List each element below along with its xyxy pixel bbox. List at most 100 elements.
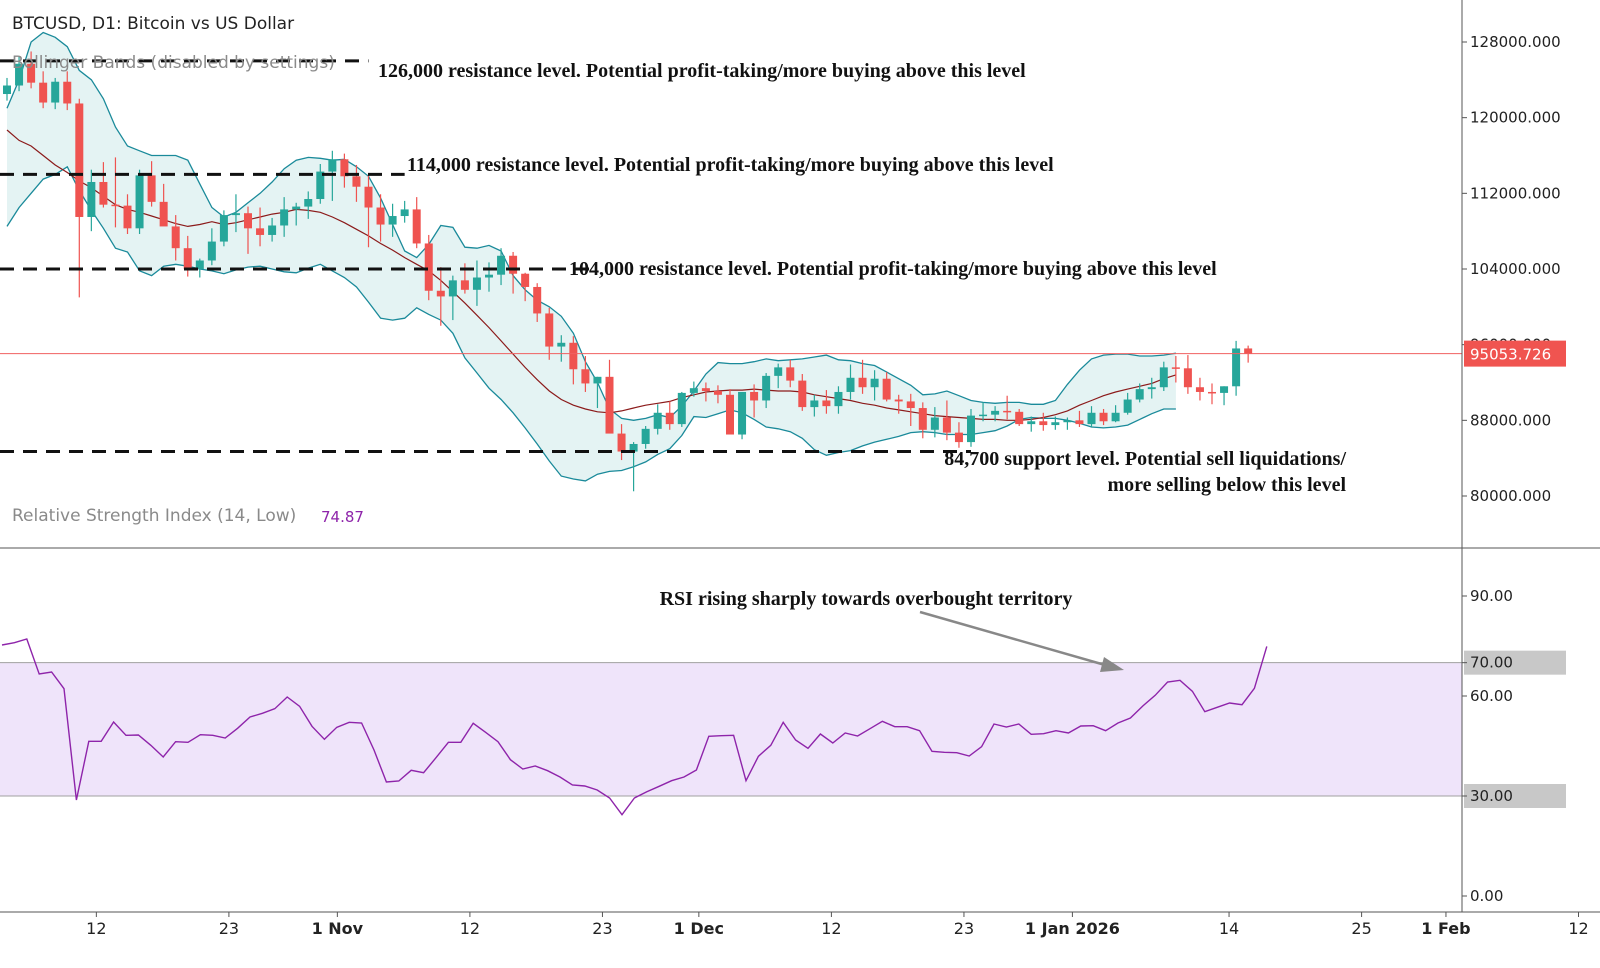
candle-body[interactable] [27, 63, 36, 83]
candle-body[interactable] [1063, 420, 1072, 423]
candle-body[interactable] [256, 228, 265, 235]
candle-body[interactable] [617, 433, 626, 452]
candle-body[interactable] [750, 391, 759, 401]
candle-body[interactable] [1159, 367, 1168, 388]
candle-body[interactable] [111, 204, 120, 207]
rsi-legend-label[interactable]: Relative Strength Index (14, Low) [12, 506, 297, 526]
candle-body[interactable] [1003, 410, 1012, 413]
candle-body[interactable] [798, 380, 807, 408]
candle-body[interactable] [135, 175, 144, 229]
candle-body[interactable] [3, 85, 11, 95]
candle-body[interactable] [726, 394, 734, 435]
candle-body[interactable] [1039, 421, 1048, 426]
candle-body[interactable] [207, 241, 216, 261]
candle-body[interactable] [1208, 391, 1216, 394]
candle-body[interactable] [533, 286, 542, 314]
candle-body[interactable] [364, 186, 373, 208]
candle-body[interactable] [521, 273, 530, 287]
candle-body[interactable] [340, 159, 349, 177]
candle-body[interactable] [991, 410, 1000, 415]
candle-body[interactable] [774, 367, 783, 376]
candle-body[interactable] [219, 215, 228, 242]
candle-body[interactable] [641, 428, 650, 444]
candle-body[interactable] [942, 417, 951, 433]
candle-body[interactable] [1195, 387, 1204, 392]
candle-body[interactable] [497, 255, 506, 275]
candle-body[interactable] [1075, 420, 1084, 425]
candle-body[interactable] [15, 63, 24, 86]
candle-body[interactable] [352, 176, 361, 187]
candle-body[interactable] [605, 376, 614, 434]
candle-body[interactable] [665, 412, 674, 425]
candle-body[interactable] [557, 342, 566, 347]
rsi-pane[interactable]: RSI rising sharply towards overbought te… [0, 588, 1462, 816]
candle-body[interactable] [51, 81, 60, 103]
candle-body[interactable] [376, 207, 385, 225]
candle-body[interactable] [1099, 412, 1108, 422]
candle-body[interactable] [834, 391, 843, 407]
bollinger-legend-label[interactable]: Bollinger Bands (disabled by settings) [12, 53, 335, 73]
candle-body[interactable] [280, 209, 289, 226]
candle-body[interactable] [424, 243, 433, 291]
candle-body[interactable] [123, 205, 132, 229]
candle-body[interactable] [653, 412, 662, 429]
candle-body[interactable] [1015, 411, 1024, 425]
candle-body[interactable] [195, 260, 204, 269]
candle-body[interactable] [569, 342, 578, 370]
candle-body[interactable] [448, 280, 457, 297]
candle-body[interactable] [894, 399, 903, 402]
candle-body[interactable] [1087, 412, 1096, 425]
candle-body[interactable] [1051, 422, 1060, 426]
candle-body[interactable] [509, 255, 518, 274]
candle-body[interactable] [159, 201, 168, 227]
candle-body[interactable] [882, 378, 891, 400]
candle-body[interactable] [954, 432, 963, 443]
candle-body[interactable] [1111, 412, 1120, 422]
candle-body[interactable] [713, 391, 722, 395]
candle-body[interactable] [786, 367, 795, 381]
candle-body[interactable] [460, 280, 469, 290]
candle-body[interactable] [1171, 367, 1180, 369]
candle-body[interactable] [183, 248, 192, 269]
candle-body[interactable] [870, 378, 879, 388]
candle-body[interactable] [1183, 368, 1192, 388]
candle-body[interactable] [629, 443, 638, 452]
candle-body[interactable] [1123, 399, 1132, 413]
candle-body[interactable] [762, 375, 771, 401]
candle-body[interactable] [63, 81, 72, 104]
price-axis[interactable]: 128000.000 120000.000 112000.000 104000.000… [0, 0, 1600, 913]
candle-body[interactable] [388, 216, 397, 225]
candle-body[interactable] [292, 206, 301, 210]
candle-body[interactable] [846, 377, 855, 392]
candle-body[interactable] [545, 313, 554, 347]
candle-body[interactable] [485, 274, 493, 278]
candle-body[interactable] [822, 400, 831, 407]
candle-body[interactable] [436, 290, 445, 297]
candle-body[interactable] [412, 209, 421, 244]
candle-body[interactable] [738, 391, 747, 435]
candle-body[interactable] [316, 171, 325, 200]
candle-body[interactable] [967, 415, 975, 443]
candle-body[interactable] [171, 226, 180, 249]
candle-body[interactable] [1027, 421, 1036, 425]
candle-body[interactable] [689, 388, 698, 393]
candle-body[interactable] [1232, 348, 1241, 387]
rsi-line[interactable] [1, 638, 1268, 816]
time-axis[interactable]: 12 23 1 Nov 12 23 1 Dec 12 23 1 Jan 2026 14 25 1 Fe… [86, 912, 1589, 938]
candle-body[interactable] [147, 175, 156, 202]
candle-body[interactable] [858, 377, 867, 388]
candle-body[interactable] [677, 392, 686, 425]
candle-body[interactable] [75, 103, 84, 217]
candle-body[interactable] [1135, 389, 1144, 400]
candle-body[interactable] [268, 225, 277, 235]
candle-body[interactable] [906, 401, 915, 409]
candle-body[interactable] [87, 181, 96, 217]
candle-body[interactable] [918, 408, 927, 430]
candle-body[interactable] [231, 213, 240, 216]
candle-body[interactable] [39, 82, 48, 103]
candle-body[interactable] [304, 199, 313, 207]
candle-body[interactable] [99, 181, 108, 205]
candle-body[interactable] [701, 388, 710, 392]
candle-body[interactable] [328, 159, 337, 172]
